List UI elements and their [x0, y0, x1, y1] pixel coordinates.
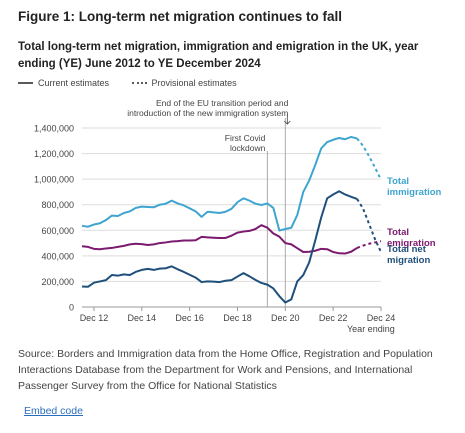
x-tick-label: Dec 18	[223, 313, 252, 323]
annotation-text: introduction of the new immigration syst…	[127, 108, 288, 118]
series-label-emigration: Total emigration	[387, 227, 436, 249]
x-tick-label: Dec 14	[128, 313, 157, 323]
series-line-immigration	[81, 135, 358, 232]
annotation-arrow-icon	[284, 114, 291, 125]
x-axis-note: Year ending	[347, 324, 395, 334]
y-tick-label: 600,000	[41, 226, 74, 236]
legend-provisional-label: Provisional estimates	[151, 78, 237, 88]
y-tick-label: 200,000	[41, 277, 74, 287]
chart-legend: Current estimates Provisional estimates	[18, 76, 257, 88]
y-tick-label: 1,400,000	[34, 124, 74, 134]
y-tick-label: 800,000	[41, 200, 74, 210]
series-lines	[81, 135, 382, 304]
y-gridlines	[82, 127, 381, 308]
migration-line-chart: 0 200,000 400,000 600,000 800,000 1,000,000 1,…	[34, 98, 442, 334]
x-axis: Dec 12 Dec 14 Dec 16 Dec 18 Dec 20 Dec 22 Dec …	[80, 307, 396, 334]
annotation-text: First Covid	[225, 133, 266, 143]
x-tick-label: Dec 20	[271, 313, 300, 323]
y-axis-ticks: 0 200,000 400,000 600,000 800,000 1,000,000 1,…	[34, 124, 74, 313]
series-line-immigration-provisional	[356, 137, 382, 181]
legend-dotted-line-icon	[131, 82, 147, 84]
x-tick-label: Dec 16	[175, 313, 204, 323]
x-tick-label: Dec 24	[367, 313, 396, 323]
y-tick-label: 400,000	[41, 251, 74, 261]
y-tick-label: 1,000,000	[34, 175, 74, 185]
legend-current-label: Current estimates	[38, 78, 110, 88]
series-line-net-provisional	[356, 198, 382, 253]
legend-solid-line-icon	[18, 82, 33, 84]
legend-provisional: Provisional estimates	[131, 78, 237, 88]
series-label-net: Total net migration	[387, 244, 430, 266]
annotation-text: lockdown	[230, 143, 266, 153]
x-tick-label: Dec 22	[319, 313, 348, 323]
embed-code-link[interactable]: Embed code	[24, 405, 83, 417]
x-tick-label: Dec 12	[80, 313, 109, 323]
series-line-net	[81, 190, 358, 304]
figure-title: Figure 1: Long-term net migration contin…	[18, 9, 343, 24]
source-note: Source: Borders and Immigration data fro…	[18, 348, 433, 392]
chart-title: Total long-term net migration, immigrati…	[18, 41, 419, 70]
y-tick-label: 1,200,000	[34, 149, 74, 159]
annotation-text: End of the EU transition period and	[156, 98, 289, 108]
y-tick-label: 0	[69, 303, 74, 313]
legend-current: Current estimates	[18, 78, 109, 88]
series-label-immigration: Total immigration	[387, 176, 442, 198]
series-line-emigration-provisional	[356, 240, 382, 249]
